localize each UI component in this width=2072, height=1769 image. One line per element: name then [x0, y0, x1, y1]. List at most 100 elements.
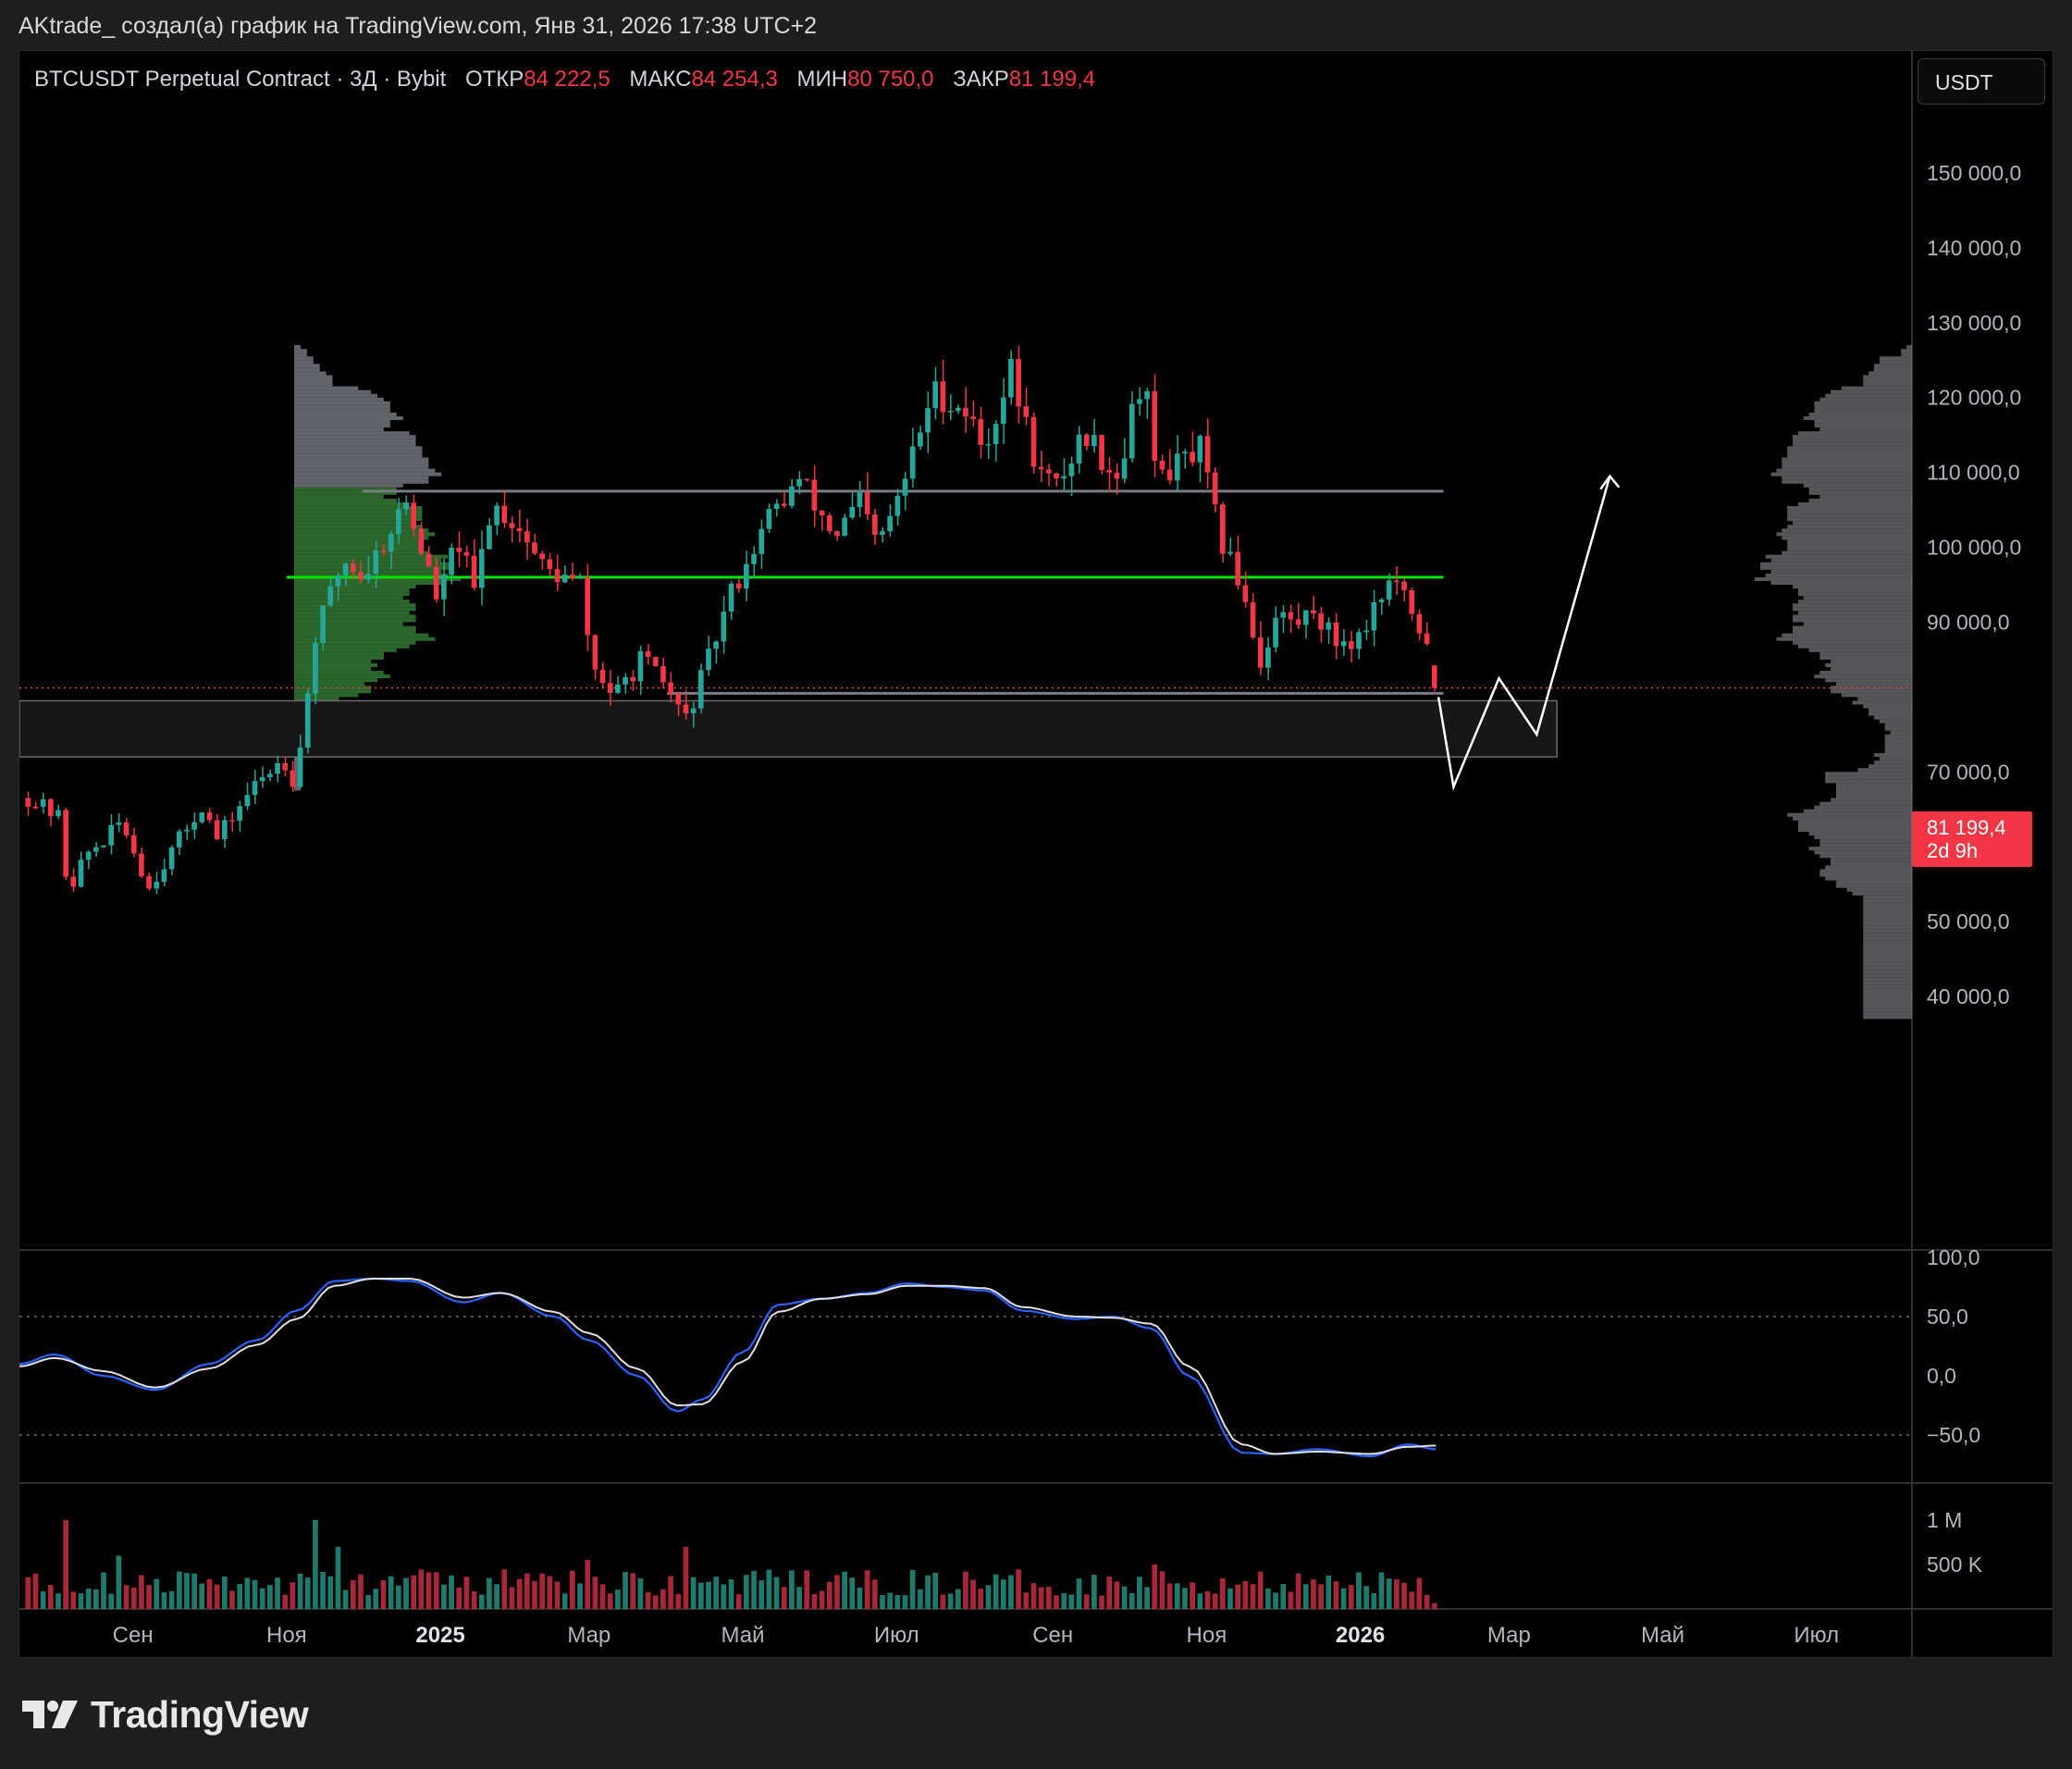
volume-bar — [297, 1573, 303, 1609]
right-volume-profile-row — [1884, 726, 1912, 731]
right-volume-profile-row — [1819, 655, 1912, 660]
candle-down — [630, 669, 636, 691]
volume-bar — [675, 1594, 682, 1609]
volume-bar — [478, 1594, 485, 1609]
candle-up — [1137, 387, 1142, 416]
chart-frame[interactable]: 150 000,0 140 000,0 130 000,0 120 000,0 110 … — [18, 50, 2054, 1658]
right-volume-profile-row — [1797, 827, 1912, 832]
candle-down — [1054, 472, 1059, 487]
candle-down — [940, 359, 946, 425]
candle-body — [909, 446, 916, 479]
candle-body — [1311, 610, 1316, 613]
candle-body — [237, 806, 243, 822]
candle-body — [161, 869, 167, 883]
candle-down — [1166, 449, 1173, 485]
volume-bar — [1204, 1590, 1211, 1609]
candle-down — [1038, 450, 1044, 483]
right-volume-profile-row — [1868, 711, 1912, 716]
time-axis-label: Май — [722, 1623, 765, 1648]
right-volume-profile-row — [1863, 895, 1912, 899]
time-axis-label: 2025 — [415, 1623, 464, 1648]
candle-body — [524, 531, 530, 543]
right-volume-profile-row — [1759, 565, 1912, 570]
volume-bar — [108, 1593, 115, 1609]
volume-profile-row — [294, 517, 423, 522]
volume-bar — [1424, 1594, 1430, 1609]
volume-profile-row — [294, 569, 442, 574]
volume-profile-row — [294, 779, 301, 784]
volume-profile-row — [294, 596, 403, 600]
price-axis-label: 40 000,0 — [1927, 984, 2010, 1008]
candle-down — [592, 634, 598, 680]
volume-bar — [252, 1579, 258, 1609]
right-volume-profile-row — [1787, 450, 1912, 454]
volume-bar — [796, 1587, 802, 1609]
volume-bar — [758, 1580, 765, 1609]
candle-body — [1045, 469, 1052, 474]
symbol-legend: BTCUSDT Perpetual Contract · 3Д · Bybit … — [34, 67, 1095, 93]
right-volume-profile-row — [1814, 404, 1912, 409]
volume-bar — [32, 1573, 39, 1609]
candle-up — [313, 637, 318, 705]
volume-bar — [282, 1594, 289, 1609]
volume-profile-row — [294, 585, 416, 589]
volume-bar — [139, 1575, 144, 1609]
candle-body — [925, 408, 931, 433]
candle-body — [1378, 600, 1385, 602]
volume-bar — [735, 1594, 742, 1609]
candle-body — [713, 641, 719, 649]
time-axis-label: Мар — [567, 1623, 610, 1648]
candle-body — [690, 708, 697, 713]
candle-body — [592, 635, 598, 670]
candle-up — [1061, 458, 1067, 491]
volume-profile-row — [294, 453, 423, 458]
candle-body — [78, 860, 84, 887]
candle-down — [1318, 606, 1324, 643]
volume-profile-row — [294, 603, 416, 608]
open-label: ОТКР — [464, 67, 524, 92]
candle-up — [955, 404, 961, 414]
candle-body — [1016, 358, 1021, 407]
candle-body — [811, 479, 818, 511]
time-axis-label: Ноя — [1187, 1623, 1227, 1648]
right-volume-profile-row — [1884, 734, 1912, 738]
right-volume-profile-row — [1879, 356, 1912, 361]
candle-down — [607, 670, 613, 706]
chart-canvas[interactable]: 150 000,0 140 000,0 130 000,0 120 000,0 110 … — [19, 51, 2053, 1657]
demand-zone-box — [19, 699, 1558, 758]
candle-body — [789, 486, 795, 506]
volume-bar — [652, 1595, 659, 1609]
candle-up — [449, 543, 454, 585]
volume-bar — [1394, 1578, 1400, 1609]
candle-body — [864, 491, 870, 514]
candle-body — [139, 853, 144, 877]
candle-down — [826, 513, 832, 535]
candle-down — [970, 400, 976, 427]
volume-bar — [978, 1589, 984, 1609]
volume-bar — [1182, 1588, 1188, 1609]
candle-up — [773, 499, 780, 517]
candle-down — [290, 761, 296, 792]
candle-down — [1212, 466, 1218, 513]
candle-down — [1023, 387, 1030, 426]
candle-up — [176, 829, 182, 856]
currency-button[interactable]: USDT — [1918, 58, 2045, 105]
right-volume-profile-row — [1831, 858, 1912, 862]
right-volume-profile-row — [1793, 629, 1912, 634]
right-volume-profile-row — [1808, 487, 1912, 491]
candle-body — [214, 820, 220, 839]
volume-axis-label: 500 K — [1927, 1553, 1983, 1577]
volume-profile-row — [294, 554, 449, 559]
volume-bar — [1054, 1595, 1059, 1609]
volume-bar — [1174, 1583, 1180, 1609]
candle-body — [554, 569, 561, 583]
right-volume-profile-row — [1831, 689, 1912, 694]
volume-bar — [728, 1579, 734, 1609]
volume-profile-row — [294, 614, 416, 619]
tradingview-logo[interactable]: TradingView — [20, 1691, 309, 1738]
candle-up — [342, 562, 349, 587]
volume-bar — [456, 1587, 462, 1609]
volume-profile-row — [294, 611, 410, 615]
volume-bar — [789, 1570, 795, 1609]
candle-body — [842, 517, 847, 537]
